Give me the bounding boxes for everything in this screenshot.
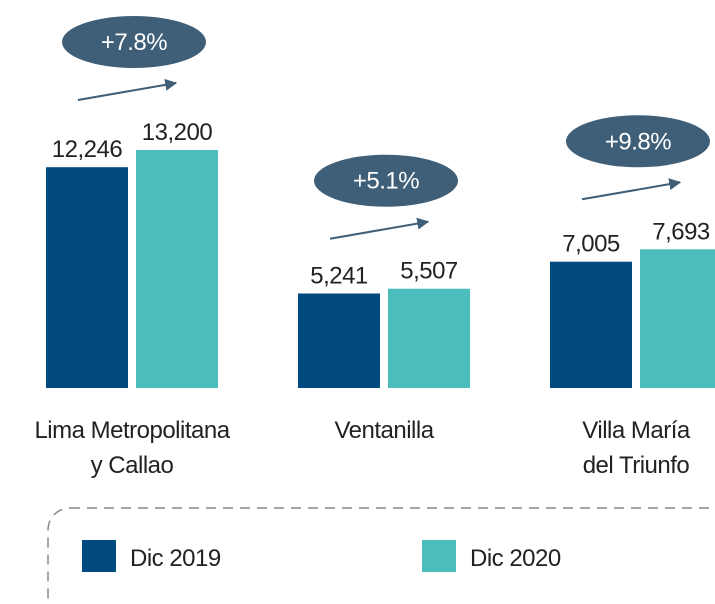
legend-label: Dic 2019 <box>130 545 221 572</box>
arrow <box>329 217 430 240</box>
annotation: +9.8% <box>605 128 671 155</box>
category-label: Lima Metropolitana y Callao <box>34 417 230 479</box>
legend-swatch <box>82 540 116 572</box>
value-label: 12,246 <box>52 136 123 163</box>
annotation: +5.1% <box>353 168 419 195</box>
bar <box>640 249 715 388</box>
category-label: Ventanilla <box>334 417 434 444</box>
value-label: 5,241 <box>310 263 368 290</box>
legend-label: Dic 2020 <box>470 545 561 572</box>
arrow <box>77 78 178 101</box>
bar <box>136 150 218 388</box>
value-label: 13,200 <box>142 119 213 146</box>
value-label: 7,693 <box>652 218 710 245</box>
arrow <box>581 178 682 201</box>
category-label: Villa María del Triunfo <box>582 417 691 479</box>
bar <box>550 261 632 388</box>
value-label: 5,507 <box>400 258 458 285</box>
legend-swatch <box>422 540 456 572</box>
bar <box>46 167 128 388</box>
annotation-bubble <box>566 115 710 168</box>
annotation-bubble <box>62 16 206 68</box>
bar <box>298 293 380 388</box>
annotation: +7.8% <box>101 29 167 56</box>
value-label: 7,005 <box>562 231 620 258</box>
legend-box <box>47 507 715 604</box>
annotation-bubble <box>314 154 458 207</box>
bar <box>388 288 470 388</box>
